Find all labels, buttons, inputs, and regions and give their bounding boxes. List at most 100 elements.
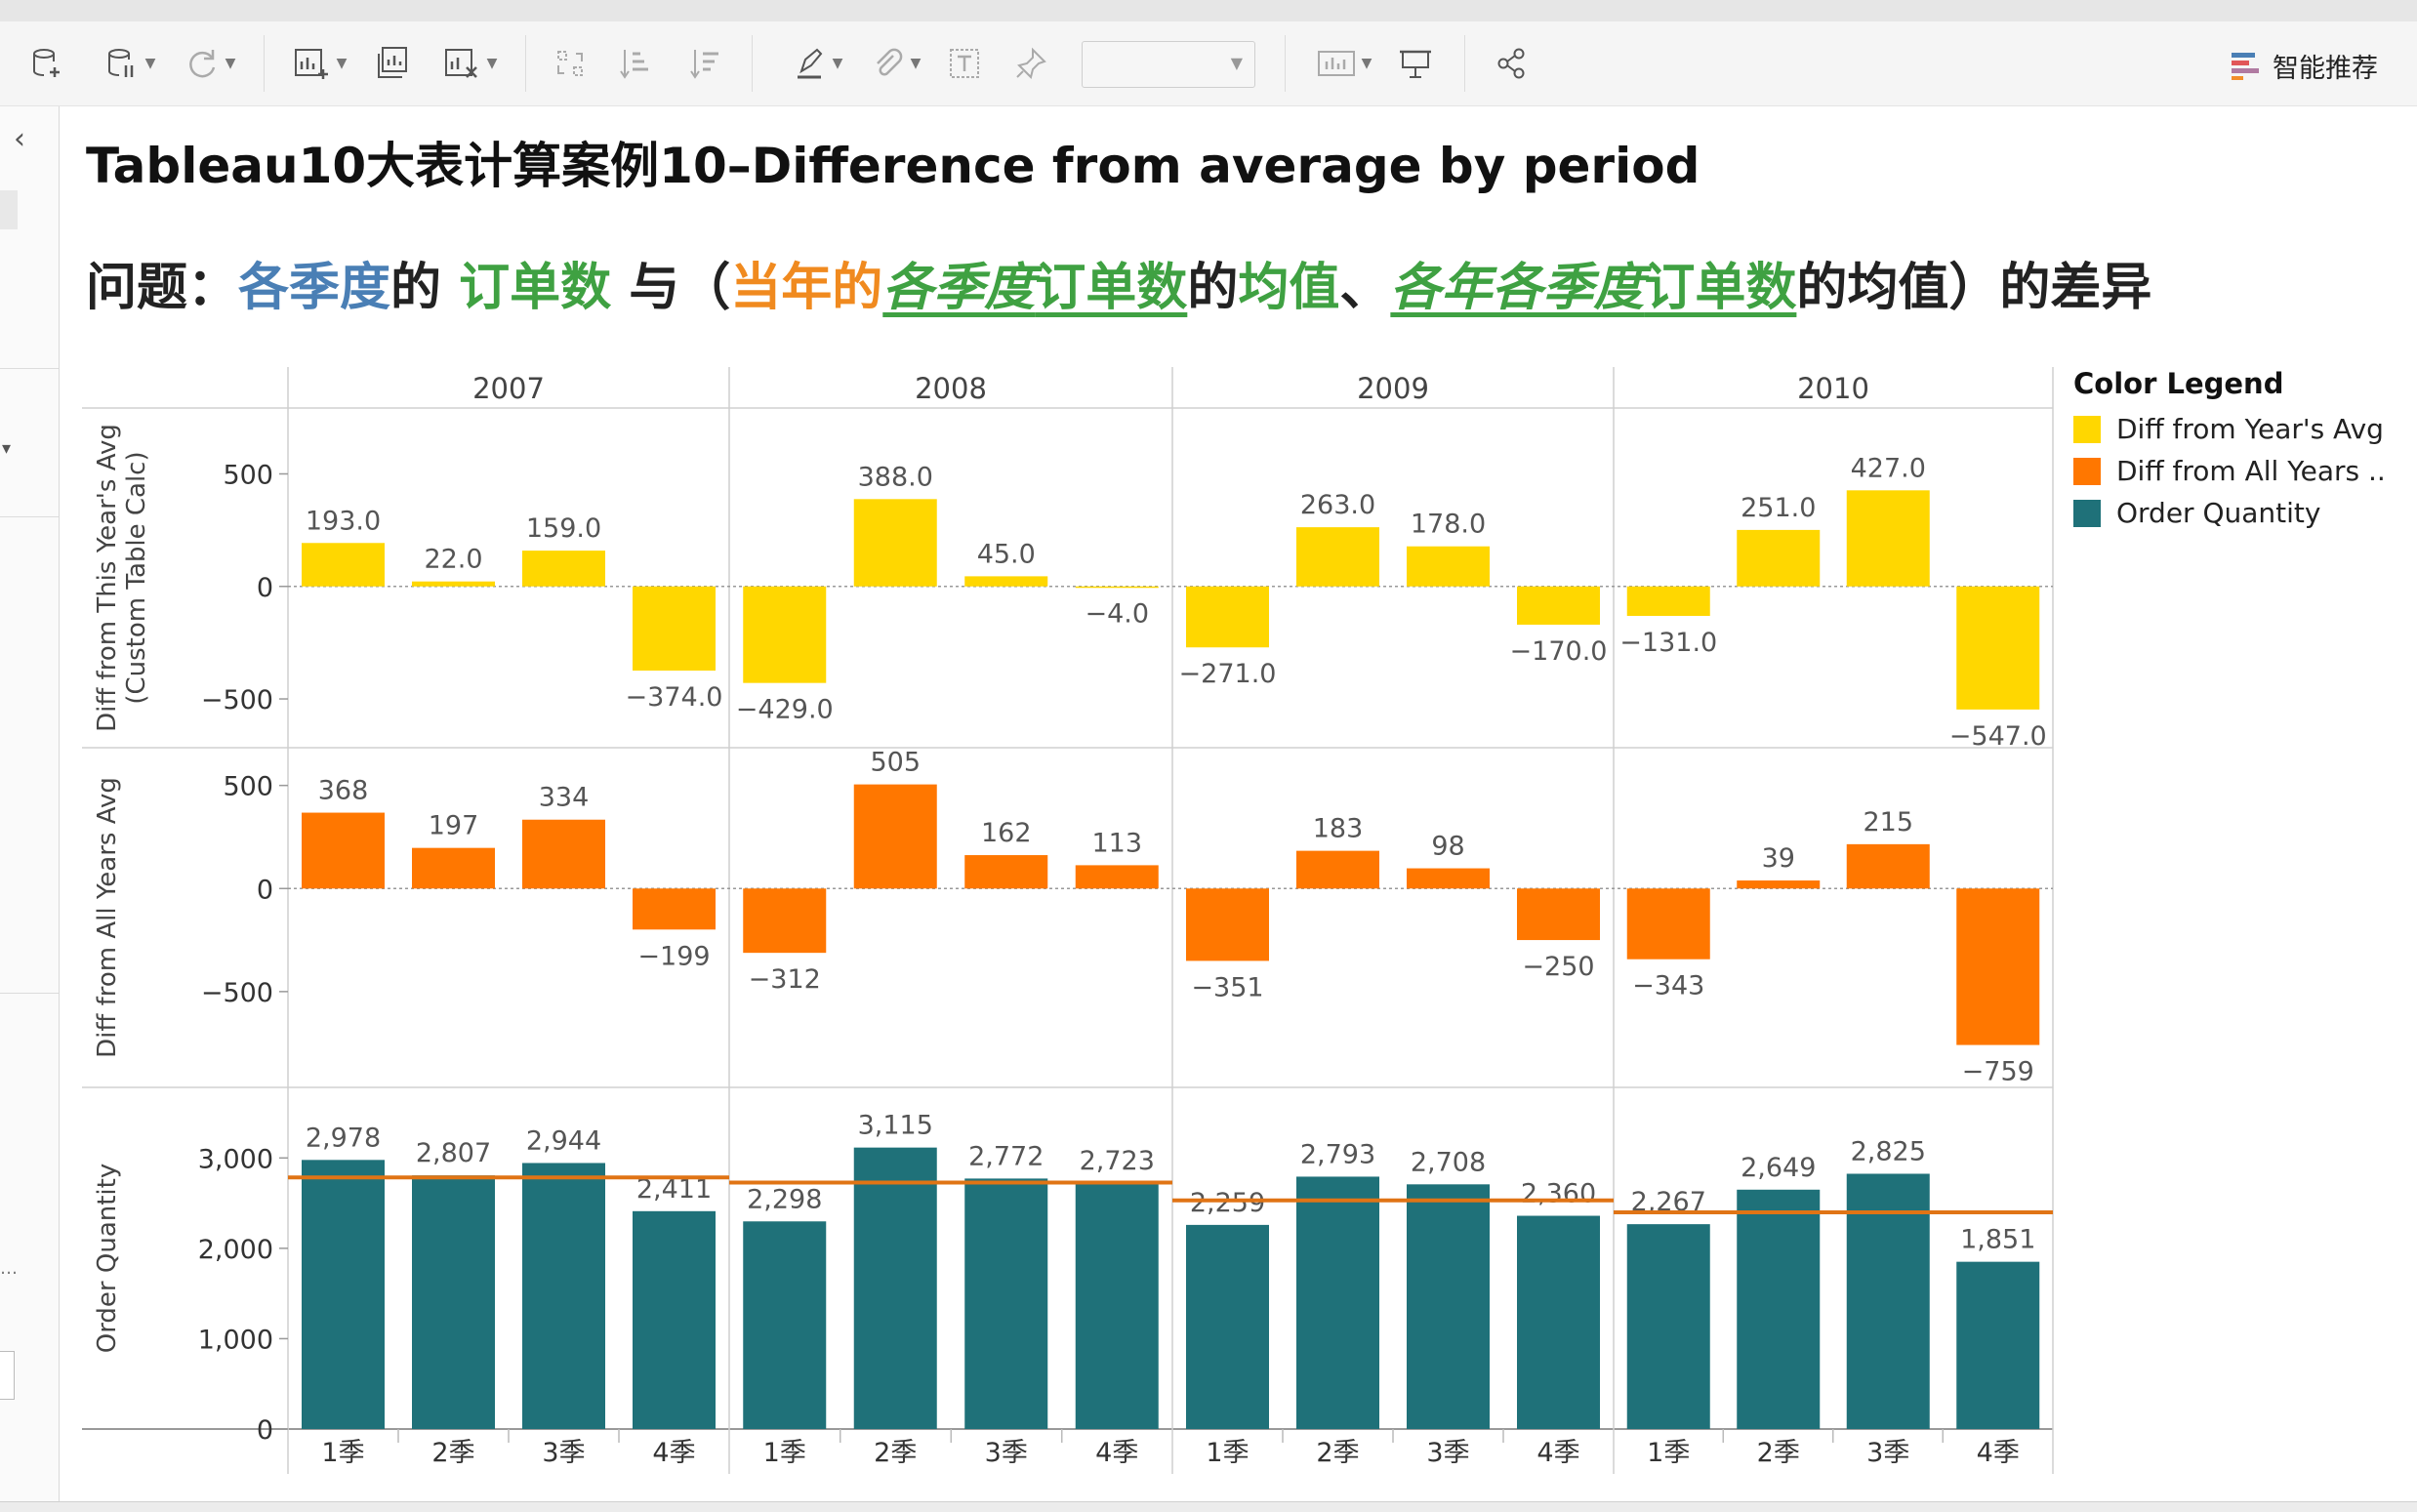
all_years-bar [1626, 888, 1710, 960]
toolbar-divider [1464, 35, 1465, 92]
all_years-data-label: 197 [429, 811, 479, 841]
chevron-down-icon[interactable]: ▼ [832, 56, 843, 71]
all_years-data-label: 215 [1863, 807, 1913, 838]
y-tick-label: 0 [257, 875, 273, 905]
chevron-down-icon[interactable]: ▼ [144, 56, 156, 71]
y-tick-label: 500 [223, 460, 273, 490]
order_qty-data-label: 2,708 [1411, 1147, 1486, 1177]
order_qty-bar [1956, 1261, 2040, 1429]
presentation-icon[interactable] [1394, 41, 1437, 86]
legend-item-order-quantity[interactable]: Order Quantity [2073, 492, 2386, 534]
question-this-year: 当年的 [730, 259, 883, 317]
order_qty-data-label: 2,298 [747, 1184, 822, 1214]
sort-descending-icon[interactable] [683, 41, 726, 86]
new-datasource-icon[interactable] [25, 41, 68, 86]
show-me-icon[interactable]: ▼ [1308, 41, 1380, 86]
order_qty-data-label: 2,807 [416, 1138, 491, 1168]
share-icon[interactable] [1490, 41, 1533, 86]
all_years-bar [1075, 865, 1159, 889]
year_avg-data-label: −271.0 [1179, 659, 1277, 689]
question-prefix: 问题： [86, 259, 239, 317]
question-line: 问题：各季度的 订单数 与（当年的各季度订单数的均值、各年各季度订单数的均值）的… [86, 246, 2151, 319]
chevron-down-icon[interactable]: ▼ [225, 56, 236, 71]
all_years-data-label: −351 [1191, 972, 1263, 1002]
chevron-down-icon[interactable]: ▼ [1361, 56, 1372, 71]
order_qty-bar [1626, 1224, 1710, 1429]
year_avg-data-label: −170.0 [1510, 636, 1608, 667]
quarter-label: 4季 [1977, 1438, 2020, 1468]
year_avg-bar [522, 551, 605, 587]
quarter-label: 2季 [1757, 1438, 1800, 1468]
quarter-label: 3季 [542, 1438, 585, 1468]
fit-select[interactable]: ▼ [1082, 41, 1255, 88]
y-tick-label: 2,000 [198, 1235, 273, 1265]
chevron-down-icon[interactable]: ▼ [486, 56, 498, 71]
collapse-pane-icon[interactable]: ‹ [14, 122, 25, 156]
y-tick-label: 0 [257, 1415, 273, 1446]
year_avg-data-label: 251.0 [1741, 493, 1816, 523]
clear-sheet-icon[interactable]: ▼ [433, 41, 506, 86]
left-pane: ‹ ▾ … [0, 106, 60, 1511]
chevron-down-icon[interactable]: ▼ [910, 56, 922, 71]
smart-recommend-button[interactable]: 智能推荐 [2230, 43, 2378, 88]
order_qty-bar [964, 1178, 1048, 1429]
toolbar-divider [525, 35, 526, 92]
quarter-label: 2季 [1316, 1438, 1359, 1468]
chevron-down-icon[interactable]: ▾ [2, 438, 12, 459]
year_avg-data-label: −429.0 [736, 695, 834, 725]
year_avg-data-label: 45.0 [977, 539, 1036, 569]
year-header: 2008 [915, 372, 987, 405]
legend-item-all-years[interactable]: Diff from All Years .. [2073, 450, 2386, 492]
window-top-strip [0, 0, 2417, 21]
y-axis-title: Diff from All Years Avg [93, 777, 122, 1058]
question-mean: 均值 [1238, 259, 1340, 317]
order_qty-data-label: 2,825 [1851, 1136, 1926, 1166]
highlight-icon[interactable]: ▼ [781, 41, 853, 86]
all_years-bar [1296, 850, 1379, 889]
refresh-icon[interactable]: ▼ [174, 41, 246, 86]
year_avg-data-label: 22.0 [424, 545, 482, 575]
order_qty-bar [853, 1147, 937, 1429]
quarter-label: 1季 [321, 1438, 364, 1468]
extract-icon[interactable]: ▼ [94, 41, 166, 86]
y-axis-title: Diff from This Year's Avg [93, 424, 122, 732]
add-sheet-icon[interactable]: ▼ [283, 41, 355, 86]
pin-icon[interactable] [1009, 41, 1052, 86]
question-all-years-quarters: 各年各季度 [1390, 259, 1645, 317]
chevron-down-icon[interactable]: ▼ [336, 56, 348, 71]
year_avg-data-label: −547.0 [1949, 721, 2047, 752]
question-text: 的 [1187, 259, 1239, 317]
smart-recommend-label: 智能推荐 [2273, 53, 2378, 84]
legend-swatch [2073, 499, 2101, 527]
year_avg-bar [412, 581, 495, 587]
question-quarters-underlined: 各季度 [882, 259, 1036, 317]
order_qty-bar [1517, 1215, 1600, 1429]
all_years-data-label: −250 [1522, 952, 1594, 982]
quarter-label: 1季 [1647, 1438, 1690, 1468]
y-tick-label: −500 [201, 685, 273, 715]
y-axis-subtitle: (Custom Table Calc) [122, 451, 151, 704]
year_avg-data-label: 159.0 [526, 513, 601, 544]
sort-ascending-icon[interactable] [613, 41, 656, 86]
order_qty-bar [1407, 1184, 1490, 1429]
year_avg-bar [853, 499, 937, 587]
order_qty-data-label: 2,772 [968, 1141, 1044, 1171]
order_qty-data-label: 2,259 [1190, 1188, 1265, 1218]
year_avg-bar [633, 586, 716, 671]
clip-icon[interactable]: ▼ [859, 41, 931, 86]
order_qty-data-label: 3,115 [858, 1111, 933, 1141]
legend-label: Diff from Year's Avg [2116, 413, 2384, 445]
label-icon[interactable] [943, 41, 986, 86]
y-tick-label: 3,000 [198, 1144, 273, 1174]
swap-icon[interactable] [549, 41, 592, 86]
all_years-data-label: −343 [1632, 971, 1704, 1001]
pane-input[interactable] [0, 1351, 15, 1400]
legend-item-year-avg[interactable]: Diff from Year's Avg [2073, 408, 2386, 450]
order_qty-data-label: 2,793 [1300, 1139, 1375, 1169]
all_years-data-label: 98 [1431, 832, 1464, 862]
order_qty-bar [522, 1163, 605, 1429]
year_avg-data-label: 178.0 [1411, 510, 1486, 540]
year_avg-data-label: −131.0 [1619, 628, 1717, 658]
all_years-bar [1846, 843, 1930, 889]
duplicate-sheet-icon[interactable] [371, 41, 414, 86]
